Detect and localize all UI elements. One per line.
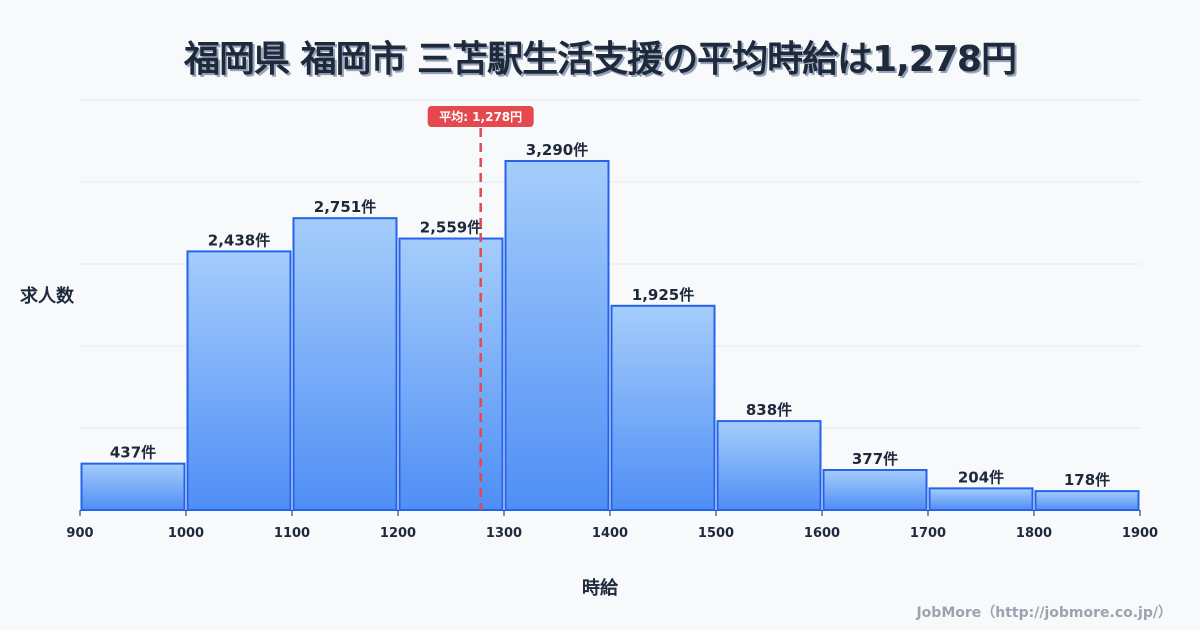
x-tick-label: 1100: [274, 526, 310, 541]
x-tick-label: 1600: [804, 526, 840, 541]
bar-value-label: 437件: [110, 444, 156, 462]
bar-value-label: 2,751件: [314, 198, 376, 216]
histogram-bar: [504, 159, 610, 511]
x-tick-label: 1700: [910, 526, 946, 541]
credit-text: JobMore（http://jobmore.co.jp/）: [916, 605, 1172, 621]
bar-value-label: 2,438件: [208, 231, 270, 249]
x-tick-label: 1200: [380, 526, 416, 541]
bar-value-label: 2,559件: [420, 219, 482, 237]
bar-value-label: 178件: [1064, 471, 1110, 489]
histogram-bar: [1034, 490, 1140, 512]
x-axis-label: 時給: [582, 578, 618, 599]
bars: 437件 2,438件 2,751件 2,559件 3,290件 1,925件 838件 37…: [80, 141, 1140, 512]
x-tick-label: 1000: [168, 526, 204, 541]
histogram-bar: [928, 487, 1034, 512]
histogram-bar: [80, 462, 186, 511]
bar-value-label: 1,925件: [632, 286, 694, 304]
histogram-bar: [186, 250, 292, 511]
bar-value-label: 204件: [958, 468, 1004, 486]
average-badge: [427, 106, 534, 127]
chart-title: 福岡県 福岡市 三苫駅生活支援の平均時給は1,278円: [184, 39, 1017, 80]
y-axis-label: 求人数: [20, 286, 74, 307]
x-tick-label: 1900: [1122, 526, 1158, 541]
histogram-bar: [716, 420, 822, 512]
histogram-bar: [398, 237, 504, 512]
histogram-bar: [292, 217, 398, 512]
x-tick-label: 1500: [698, 526, 734, 541]
x-tick-label: 1300: [486, 526, 522, 541]
average-badge-text: 平均: 1,278円: [439, 109, 522, 124]
x-tick-label: 1800: [1016, 526, 1052, 541]
bar-value-label: 3,290件: [526, 141, 588, 159]
bar-value-label: 838件: [746, 401, 792, 419]
average-marker: 平均: 1,278円: [427, 106, 534, 510]
bar-value-label: 377件: [852, 450, 898, 468]
histogram-bar: [822, 469, 928, 511]
histogram-bar: [610, 304, 716, 511]
x-tick-label: 900: [66, 526, 93, 541]
x-tick-label: 1400: [592, 526, 628, 541]
x-axis-ticks: 900 1000 1100 1200 1300 1400 1500 1600 1700 1800 1…: [66, 510, 1158, 541]
